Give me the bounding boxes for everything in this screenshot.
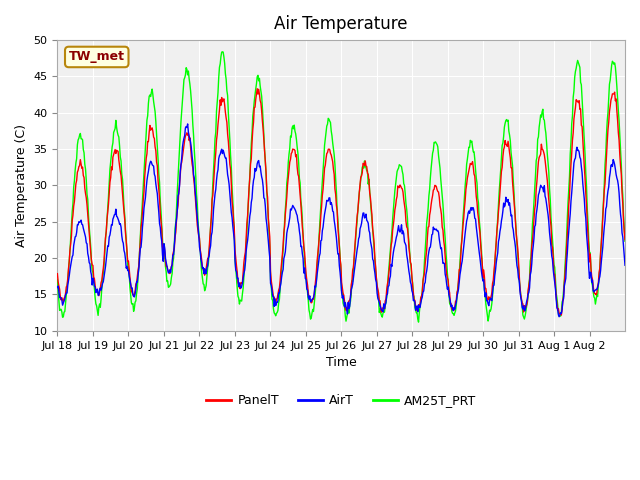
Legend: PanelT, AirT, AM25T_PRT: PanelT, AirT, AM25T_PRT	[201, 389, 481, 412]
Y-axis label: Air Temperature (C): Air Temperature (C)	[15, 124, 28, 247]
Text: TW_met: TW_met	[68, 50, 125, 63]
X-axis label: Time: Time	[326, 356, 356, 369]
Title: Air Temperature: Air Temperature	[275, 15, 408, 33]
